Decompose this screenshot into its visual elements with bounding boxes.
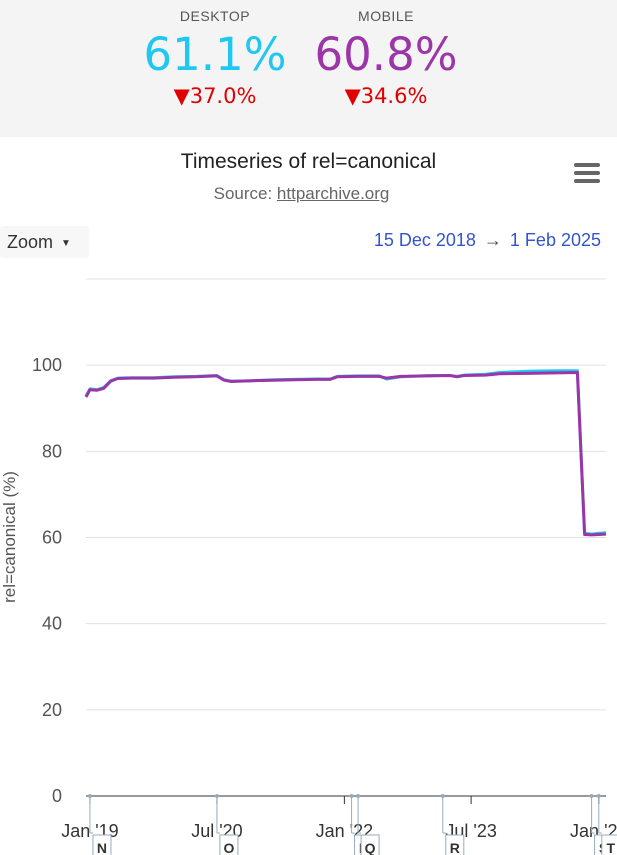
desktop-metric: DESKTOP 61.1% ▼37.0% (115, 0, 315, 108)
menu-bar (574, 163, 600, 167)
desktop-label: DESKTOP (179, 8, 251, 24)
chart-title: Timeseries of rel=canonical (180, 150, 437, 173)
flag-label: Q (365, 840, 376, 855)
mobile-label: MOBILE (358, 8, 414, 24)
y-tick-label: 20 (42, 700, 62, 720)
flag-label: R (450, 840, 460, 855)
flag-label: N (97, 840, 107, 855)
flag-anchor (596, 794, 601, 798)
desktop-change: ▼37.0% (173, 84, 257, 108)
date-range: 15 Dec 2018 → 1 Feb 2025 (374, 230, 601, 251)
zoom-label: Zoom (7, 232, 54, 252)
mobile-series-line (84, 371, 607, 537)
hamburger-menu-icon[interactable] (574, 163, 600, 185)
mobile-metric: MOBILE 60.8% ▼34.6% (286, 0, 486, 108)
desktop-value: 61.1% (143, 28, 287, 81)
mobile-value: 60.8% (314, 28, 458, 81)
y-tick-label: 40 (42, 614, 62, 634)
flag-anchor (440, 794, 445, 798)
flag-anchor (214, 794, 219, 798)
desktop-series-line (84, 369, 607, 536)
menu-bar (574, 179, 600, 183)
y-tick-label: 80 (42, 441, 62, 461)
menu-bar (574, 171, 600, 175)
range-arrow: → (483, 230, 502, 250)
chart-subtitle: Source: httparchive.org (0, 184, 603, 204)
y-tick-label: 0 (52, 786, 62, 806)
flag-anchor (87, 794, 92, 798)
flag-anchor (589, 794, 594, 798)
flag-anchor (356, 794, 361, 798)
flag-label: T (607, 840, 616, 855)
source-prefix: Source: (213, 184, 277, 203)
flag-box (445, 834, 465, 855)
flag-label: O (223, 840, 234, 855)
flag-box (360, 834, 380, 855)
range-start[interactable]: 15 Dec 2018 (373, 230, 476, 250)
flag-box (92, 834, 112, 855)
range-end[interactable]: 1 Feb 2025 (509, 230, 601, 250)
caret-down-icon: ▼ (61, 238, 71, 249)
flag-anchor (349, 794, 354, 798)
y-tick-label: 100 (32, 355, 62, 375)
summary-panel: DESKTOP 61.1% ▼37.0% MOBILE 60.8% ▼34.6% (0, 0, 617, 137)
mobile-change: ▼34.6% (344, 84, 428, 108)
y-tick-label: 60 (42, 528, 62, 548)
zoom-dropdown[interactable]: Zoom ▼ (0, 226, 89, 258)
source-link[interactable]: httparchive.org (276, 184, 390, 203)
y-axis-label: rel=canonical (%) (0, 471, 19, 603)
flag-box (601, 834, 617, 855)
flag-box (219, 834, 239, 855)
